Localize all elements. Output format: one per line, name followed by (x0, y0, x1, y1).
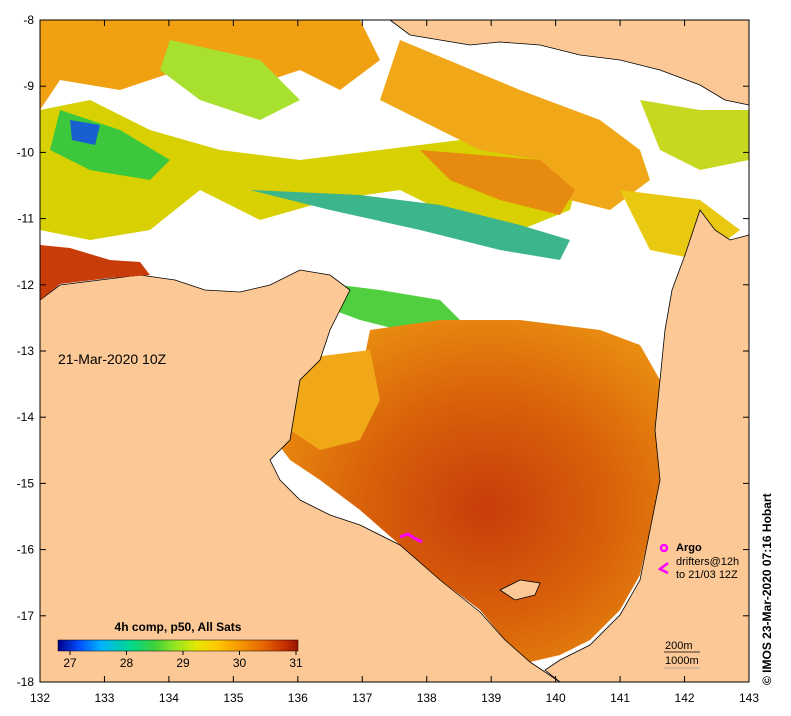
colorbar-title: 4h comp, p50, All Sats (114, 620, 242, 634)
colorbar-tick-label: 29 (176, 656, 190, 670)
y-axis: -8 -9 -10 -11 -12 -13 -14 -15 -16 -17 -18 (17, 13, 749, 689)
drifter-marker-icon (657, 562, 669, 575)
credit-label: © IMOS 23-Mar-2020 07:16 Hobart (760, 493, 774, 685)
y-tick-label: -17 (17, 609, 35, 623)
land-masses (39, 19, 750, 683)
x-tick-label: 140 (546, 691, 566, 705)
x-tick-label: 138 (417, 691, 437, 705)
x-tick-label: 133 (94, 691, 114, 705)
x-tick-label: 135 (223, 691, 243, 705)
mornington-island (499, 579, 541, 601)
depth-200-label: 200m (665, 640, 693, 652)
y-tick-label: -15 (17, 476, 35, 490)
date-label: 21-Mar-2020 10Z (58, 351, 167, 367)
drifter-label-line1: drifters@12h (676, 556, 740, 568)
x-tick-label: 139 (481, 691, 501, 705)
depth-1000-label: 1000m (665, 655, 699, 667)
argo-label: Argo (676, 542, 702, 554)
x-tick-label: 132 (30, 691, 50, 705)
argo-marker-icon (659, 543, 669, 553)
x-tick-label: 141 (610, 691, 630, 705)
colorbar (57, 639, 299, 652)
colorbar-tick-label: 31 (289, 656, 303, 670)
y-tick-label: -8 (23, 13, 34, 27)
x-tick-label: 136 (288, 691, 308, 705)
colorbar-tick-label: 28 (120, 656, 134, 670)
sst-north-band (40, 20, 749, 335)
colorbar-tick-label: 27 (63, 656, 77, 670)
drifter-label-line2: to 21/03 12Z (676, 569, 738, 581)
y-tick-label: -16 (17, 543, 35, 557)
x-tick-label: 137 (352, 691, 372, 705)
y-tick-label: -13 (17, 344, 35, 358)
colorbar-ticks: 27 28 29 30 31 (63, 651, 303, 670)
x-tick-label: 134 (159, 691, 179, 705)
y-tick-label: -18 (17, 675, 35, 689)
sst-gulf-west (290, 350, 380, 450)
y-tick-label: -12 (17, 278, 35, 292)
arnhem-land (39, 269, 562, 683)
x-tick-label: 143 (739, 691, 759, 705)
y-tick-label: -10 (17, 145, 35, 159)
y-tick-label: -14 (17, 410, 35, 424)
x-axis: 132 133 134 135 136 137 138 139 140 141 142 143 (30, 20, 759, 705)
x-tick-label: 142 (675, 691, 695, 705)
new-guinea (388, 19, 750, 106)
sst-west-patch (40, 245, 150, 300)
y-tick-label: -9 (23, 79, 34, 93)
y-tick-label: -11 (18, 212, 35, 226)
drifter-track (399, 532, 423, 544)
colorbar-tick-label: 30 (233, 656, 247, 670)
